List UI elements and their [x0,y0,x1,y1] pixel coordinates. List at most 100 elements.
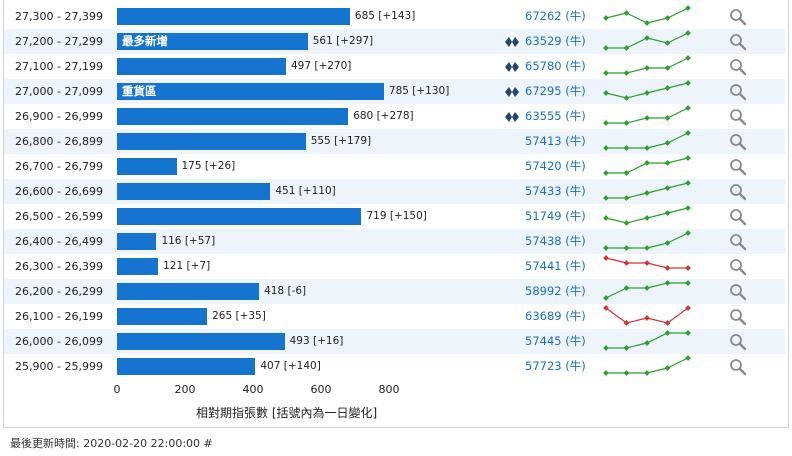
bar [117,258,159,275]
sparkline-point [664,320,671,326]
strike-range-label: 27,100 - 27,199 [15,60,103,73]
sparkline-point [685,355,691,361]
sparkline-point [644,260,650,266]
strike-range-label: 26,200 - 26,299 [15,285,103,298]
sparkline [603,355,691,376]
magnifier-icon[interactable] [729,33,747,51]
warrant-code-link[interactable]: 57433 (牛) [525,184,586,198]
sparkline-point [685,5,691,11]
warrant-code-link[interactable]: 57445 (牛) [525,334,586,348]
warrant-code-link[interactable]: 57441 (牛) [525,259,586,273]
magnifier-icon[interactable] [729,333,747,351]
bar [117,133,306,150]
sparkline-point [685,230,691,236]
warrant-code-link[interactable]: 63689 (牛) [525,309,586,323]
table-row: 26,900 - 26,999 680 [+278] 63555 (牛) [4,104,785,129]
warrant-code-link[interactable]: 57413 (牛) [525,134,586,148]
sparkline-point [603,215,609,221]
sparkline-point [644,35,650,41]
chart-panel [3,0,789,428]
magnifier-icon[interactable] [729,358,747,376]
bar-value-label: 451 [+110] [275,185,336,197]
sparkline-point [644,160,650,166]
sparkline-point [644,115,650,121]
table-row: 26,600 - 26,699 451 [+110] 57433 (牛) [4,179,785,204]
bar-value-label: 680 [+278] [353,110,414,122]
sparkline-point [623,285,630,291]
sparkline-point [664,280,671,286]
hsbc-hexagon-icon [505,87,519,97]
sparkline-point [603,45,609,51]
sparkline-point [623,145,630,151]
magnifier-icon[interactable] [729,283,747,301]
sparkline-point [623,345,630,351]
magnifier-icon[interactable] [729,258,747,276]
magnifier-icon[interactable] [729,233,747,251]
table-row: 27,300 - 27,399 685 [+143] 67262 (牛) [4,4,785,29]
sparkline-point [644,285,650,291]
sparkline [603,205,691,226]
x-axis-label: 相對期指張數 [括號內為一日變化] [196,406,378,420]
sparkline-point [644,90,650,96]
sparkline-point [644,145,650,151]
table-row: 26,400 - 26,499 116 [+57] 57438 (牛) [4,229,785,254]
sparkline-point [644,245,650,251]
sparkline-point [664,140,671,146]
warrant-code-link[interactable]: 57723 (牛) [525,359,586,373]
sparkline-point [644,20,650,26]
strike-range-label: 27,300 - 27,399 [15,10,103,23]
table-row: 26,000 - 26,099 493 [+16] 57445 (牛) [4,329,785,354]
warrant-code-link[interactable]: 57438 (牛) [525,234,586,248]
bar [117,158,177,175]
magnifier-icon[interactable] [729,8,747,26]
sparkline-point [623,320,630,326]
warrant-code-link[interactable]: 67262 (牛) [525,9,586,23]
sparkline-point [623,70,630,76]
bar-value-label: 497 [+270] [290,60,352,72]
strike-range-label: 27,200 - 27,299 [15,35,103,48]
sparkline-point [685,330,691,336]
magnifier-icon[interactable] [729,83,747,101]
sparkline-point [664,160,671,166]
sparkline [603,330,691,351]
sparkline-point [644,65,650,71]
sparkline-point [685,80,691,86]
magnifier-icon[interactable] [729,183,747,201]
sparkline-point [644,190,650,196]
hsbc-hexagon-icon [505,62,519,72]
bar: 重貨區 [117,83,384,100]
sparkline-point [644,370,650,376]
warrant-code-link[interactable]: 57420 (牛) [525,159,586,173]
strike-range-label: 25,900 - 25,999 [15,360,103,373]
sparkline-point [603,305,609,311]
magnifier-icon[interactable] [729,133,747,151]
warrant-code-link[interactable]: 63529 (牛) [525,34,586,48]
bar [117,58,286,75]
sparkline [603,105,691,126]
bar [117,333,285,350]
warrant-code-link[interactable]: 63555 (牛) [525,109,586,123]
bar-value-label: 685 [+143] [354,10,416,22]
magnifier-icon[interactable] [729,208,747,226]
warrant-code-link[interactable]: 67295 (牛) [525,84,586,98]
warrant-code-link[interactable]: 65780 (牛) [525,59,586,73]
strike-range-label: 26,800 - 26,899 [15,135,103,148]
warrant-code-link[interactable]: 51749 (牛) [525,209,586,223]
magnifier-icon[interactable] [729,308,747,326]
bar-value-label: 493 [+16] [289,335,344,347]
bar [117,208,362,225]
sparkline-point [644,315,650,321]
magnifier-icon[interactable] [729,58,747,76]
sparkline-point [603,120,609,126]
x-tick-label: 800 [378,383,400,396]
bar-value-label: 555 [+179] [310,135,372,147]
bar: 最多新增 [117,33,308,50]
strike-range-label: 26,300 - 26,399 [15,260,103,273]
magnifier-icon[interactable] [729,158,747,176]
sparkline-point [623,120,630,126]
sparkline [603,255,691,271]
sparkline [603,80,691,101]
magnifier-icon[interactable] [729,108,747,126]
sparkline-point [603,195,609,201]
warrant-code-link[interactable]: 58992 (牛) [525,284,586,298]
